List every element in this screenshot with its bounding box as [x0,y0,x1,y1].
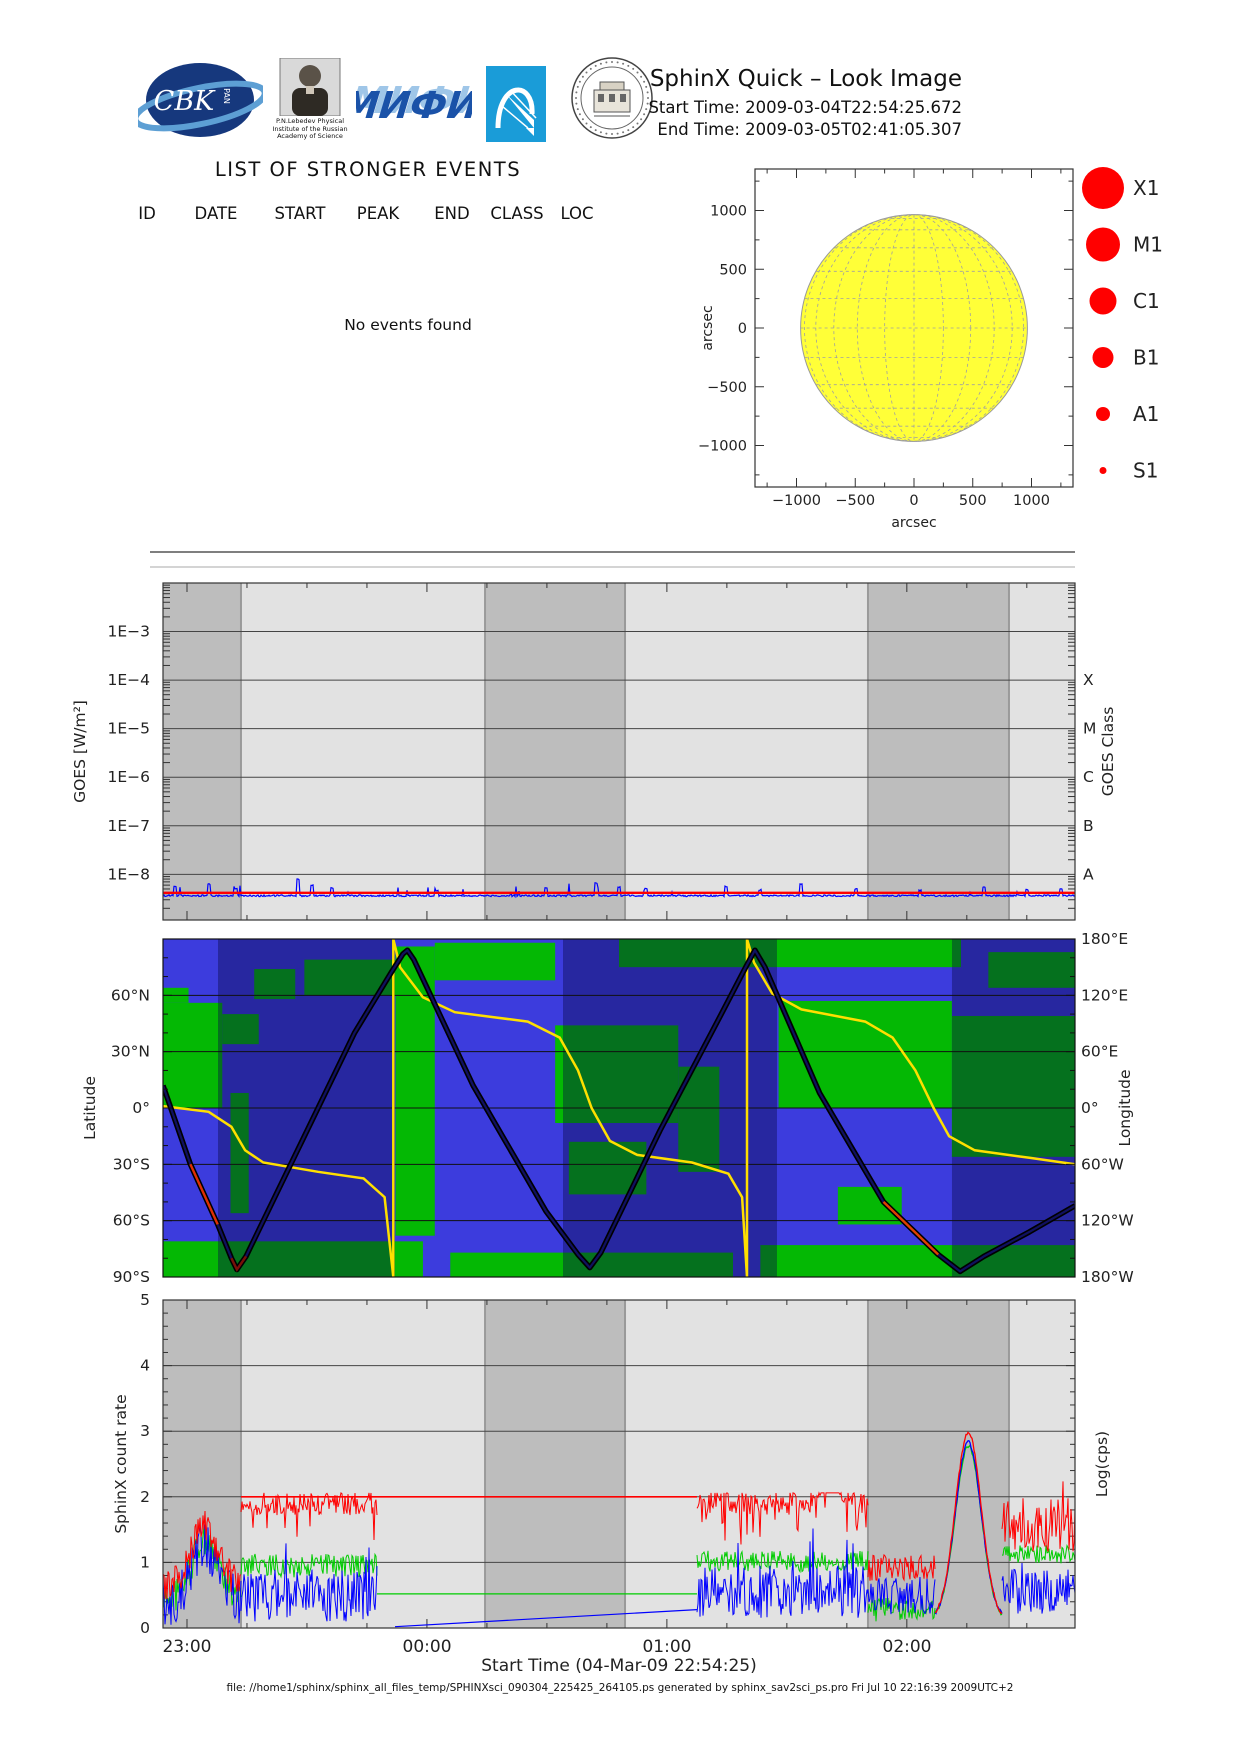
svg-text:1: 1 [140,1553,150,1571]
mephi-logo: МИФИ МИФИ [356,79,472,127]
cbk-logo-text: CBK [154,86,217,117]
svg-text:Latitude: Latitude [81,1076,99,1140]
events-column-peak: PEAK [356,204,400,223]
svg-text:4: 4 [140,1357,150,1375]
flare-class-legend: X1 M1 C1 B1 A1 S1 [1082,167,1163,483]
lebedev-caption-line2: Institute of the Russian [272,124,348,133]
svg-text:120°E: 120°E [1081,986,1128,1004]
svg-text:GOES [W/m²]: GOES [W/m²] [71,700,89,803]
comet-arch-logo [486,66,546,142]
svg-text:1E−4: 1E−4 [107,671,150,689]
svg-text:0°: 0° [1081,1099,1099,1117]
svg-text:arcsec: arcsec [891,515,936,531]
svg-text:X: X [1083,671,1094,689]
svg-text:1E−3: 1E−3 [107,623,150,641]
svg-text:arcsec: arcsec [700,305,716,350]
page-title: SphinX Quick – Look Image [649,66,962,92]
lebedev-caption: P.N.Lebedev Physical Institute of the Ru… [260,117,360,141]
society-seal-logo [571,57,653,139]
svg-text:60°W: 60°W [1081,1155,1124,1173]
events-column-id: ID [138,204,156,223]
events-column-date: DATE [194,204,238,223]
lebedev-caption-line1: P.N.Lebedev Physical [275,117,344,125]
separator-lines [150,551,1075,568]
events-list-title: LIST OF STRONGER EVENTS [214,158,522,181]
svg-text:120°W: 120°W [1081,1212,1134,1230]
file-path-line: file: //home1/sphinx/sphinx_all_files_te… [226,1682,1014,1694]
svg-text:30°S: 30°S [113,1155,150,1173]
events-empty-message: No events found [344,316,472,334]
svg-text:500: 500 [959,493,987,509]
svg-text:2: 2 [140,1488,150,1506]
svg-text:A: A [1083,865,1094,883]
events-column-loc: LOC [560,204,594,223]
svg-text:GOES Class: GOES Class [1099,707,1117,797]
svg-text:A1: A1 [1133,402,1159,426]
svg-text:1E−5: 1E−5 [107,720,150,738]
svg-text:−500: −500 [835,493,875,509]
svg-text:60°S: 60°S [113,1212,150,1230]
xaxis-title: Start Time (04-Mar-09 22:54:25) [481,1656,757,1676]
svg-text:1000: 1000 [710,204,747,220]
svg-text:02:00: 02:00 [883,1637,932,1657]
events-column-start: START [274,204,326,223]
svg-text:1E−8: 1E−8 [107,865,150,883]
lebedev-portrait-logo [279,58,341,116]
svg-text:Log(cps): Log(cps) [1093,1431,1111,1497]
events-column-end: END [434,204,470,223]
svg-text:M: M [1083,720,1096,738]
mephi-logo-echo: МИФИ [356,79,472,122]
svg-text:1000: 1000 [1013,493,1050,509]
svg-text:C1: C1 [1133,289,1160,313]
svg-text:SphinX count rate: SphinX count rate [112,1394,130,1533]
svg-text:−500: −500 [707,380,747,396]
cbk-logo-sub: PAN [222,88,231,104]
svg-text:60°E: 60°E [1081,1043,1118,1061]
end-time-text: End Time: 2009-03-05T02:41:05.307 [657,120,962,139]
sun-position-plot: −1000 −500 0 500 1000 −1000 −500 0 500 1000 arcsec… [698,167,1163,531]
svg-text:0: 0 [738,321,747,337]
svg-text:B1: B1 [1133,346,1159,370]
svg-text:−1000: −1000 [772,493,821,509]
count-rate-panel: 0 1 2 3 4 5 23:00 00:00 01:00 02:00 SphinX count r… [112,1291,1111,1657]
svg-text:1E−7: 1E−7 [107,817,150,835]
svg-text:180°E: 180°E [1081,930,1128,948]
svg-text:M1: M1 [1133,233,1163,257]
svg-text:90°S: 90°S [113,1268,150,1286]
goes-flux-panel: 1E−3 1E−4 1E−5 1E−6 1E−7 1E−8 X M C B A GOES [W/m²]… [71,582,1117,921]
mephi-logo-text: МИФИ [356,84,472,127]
svg-text:1E−6: 1E−6 [107,768,150,786]
svg-text:−1000: −1000 [698,439,747,455]
svg-text:00:00: 00:00 [403,1637,452,1657]
lebedev-caption-line3: Academy of Science [277,132,343,140]
svg-text:23:00: 23:00 [162,1637,211,1657]
svg-text:B: B [1083,817,1094,835]
cbk-pan-logo: CBK PAN [138,63,263,137]
svg-text:Longitude: Longitude [1116,1069,1134,1146]
svg-text:0: 0 [140,1619,150,1637]
svg-text:S1: S1 [1133,459,1158,483]
svg-text:0°: 0° [132,1099,150,1117]
svg-text:30°N: 30°N [111,1043,150,1061]
events-column-class: CLASS [490,204,544,223]
svg-text:0: 0 [909,493,918,509]
svg-text:60°N: 60°N [111,986,150,1004]
svg-text:180°W: 180°W [1081,1268,1134,1286]
orbit-map-panel: 60°N 30°N 0° 30°S 60°S 90°S 180°E 120°E 60°E 0° 60… [81,930,1134,1286]
svg-text:01:00: 01:00 [642,1637,691,1657]
start-time-text: Start Time: 2009-03-04T22:54:25.672 [648,98,962,117]
svg-text:5: 5 [140,1291,150,1309]
svg-text:C: C [1083,768,1094,786]
svg-text:X1: X1 [1133,176,1159,200]
svg-text:3: 3 [140,1422,150,1440]
svg-text:500: 500 [719,262,747,278]
events-column-headers: ID DATE START PEAK END CLASS LOC [0,204,650,226]
